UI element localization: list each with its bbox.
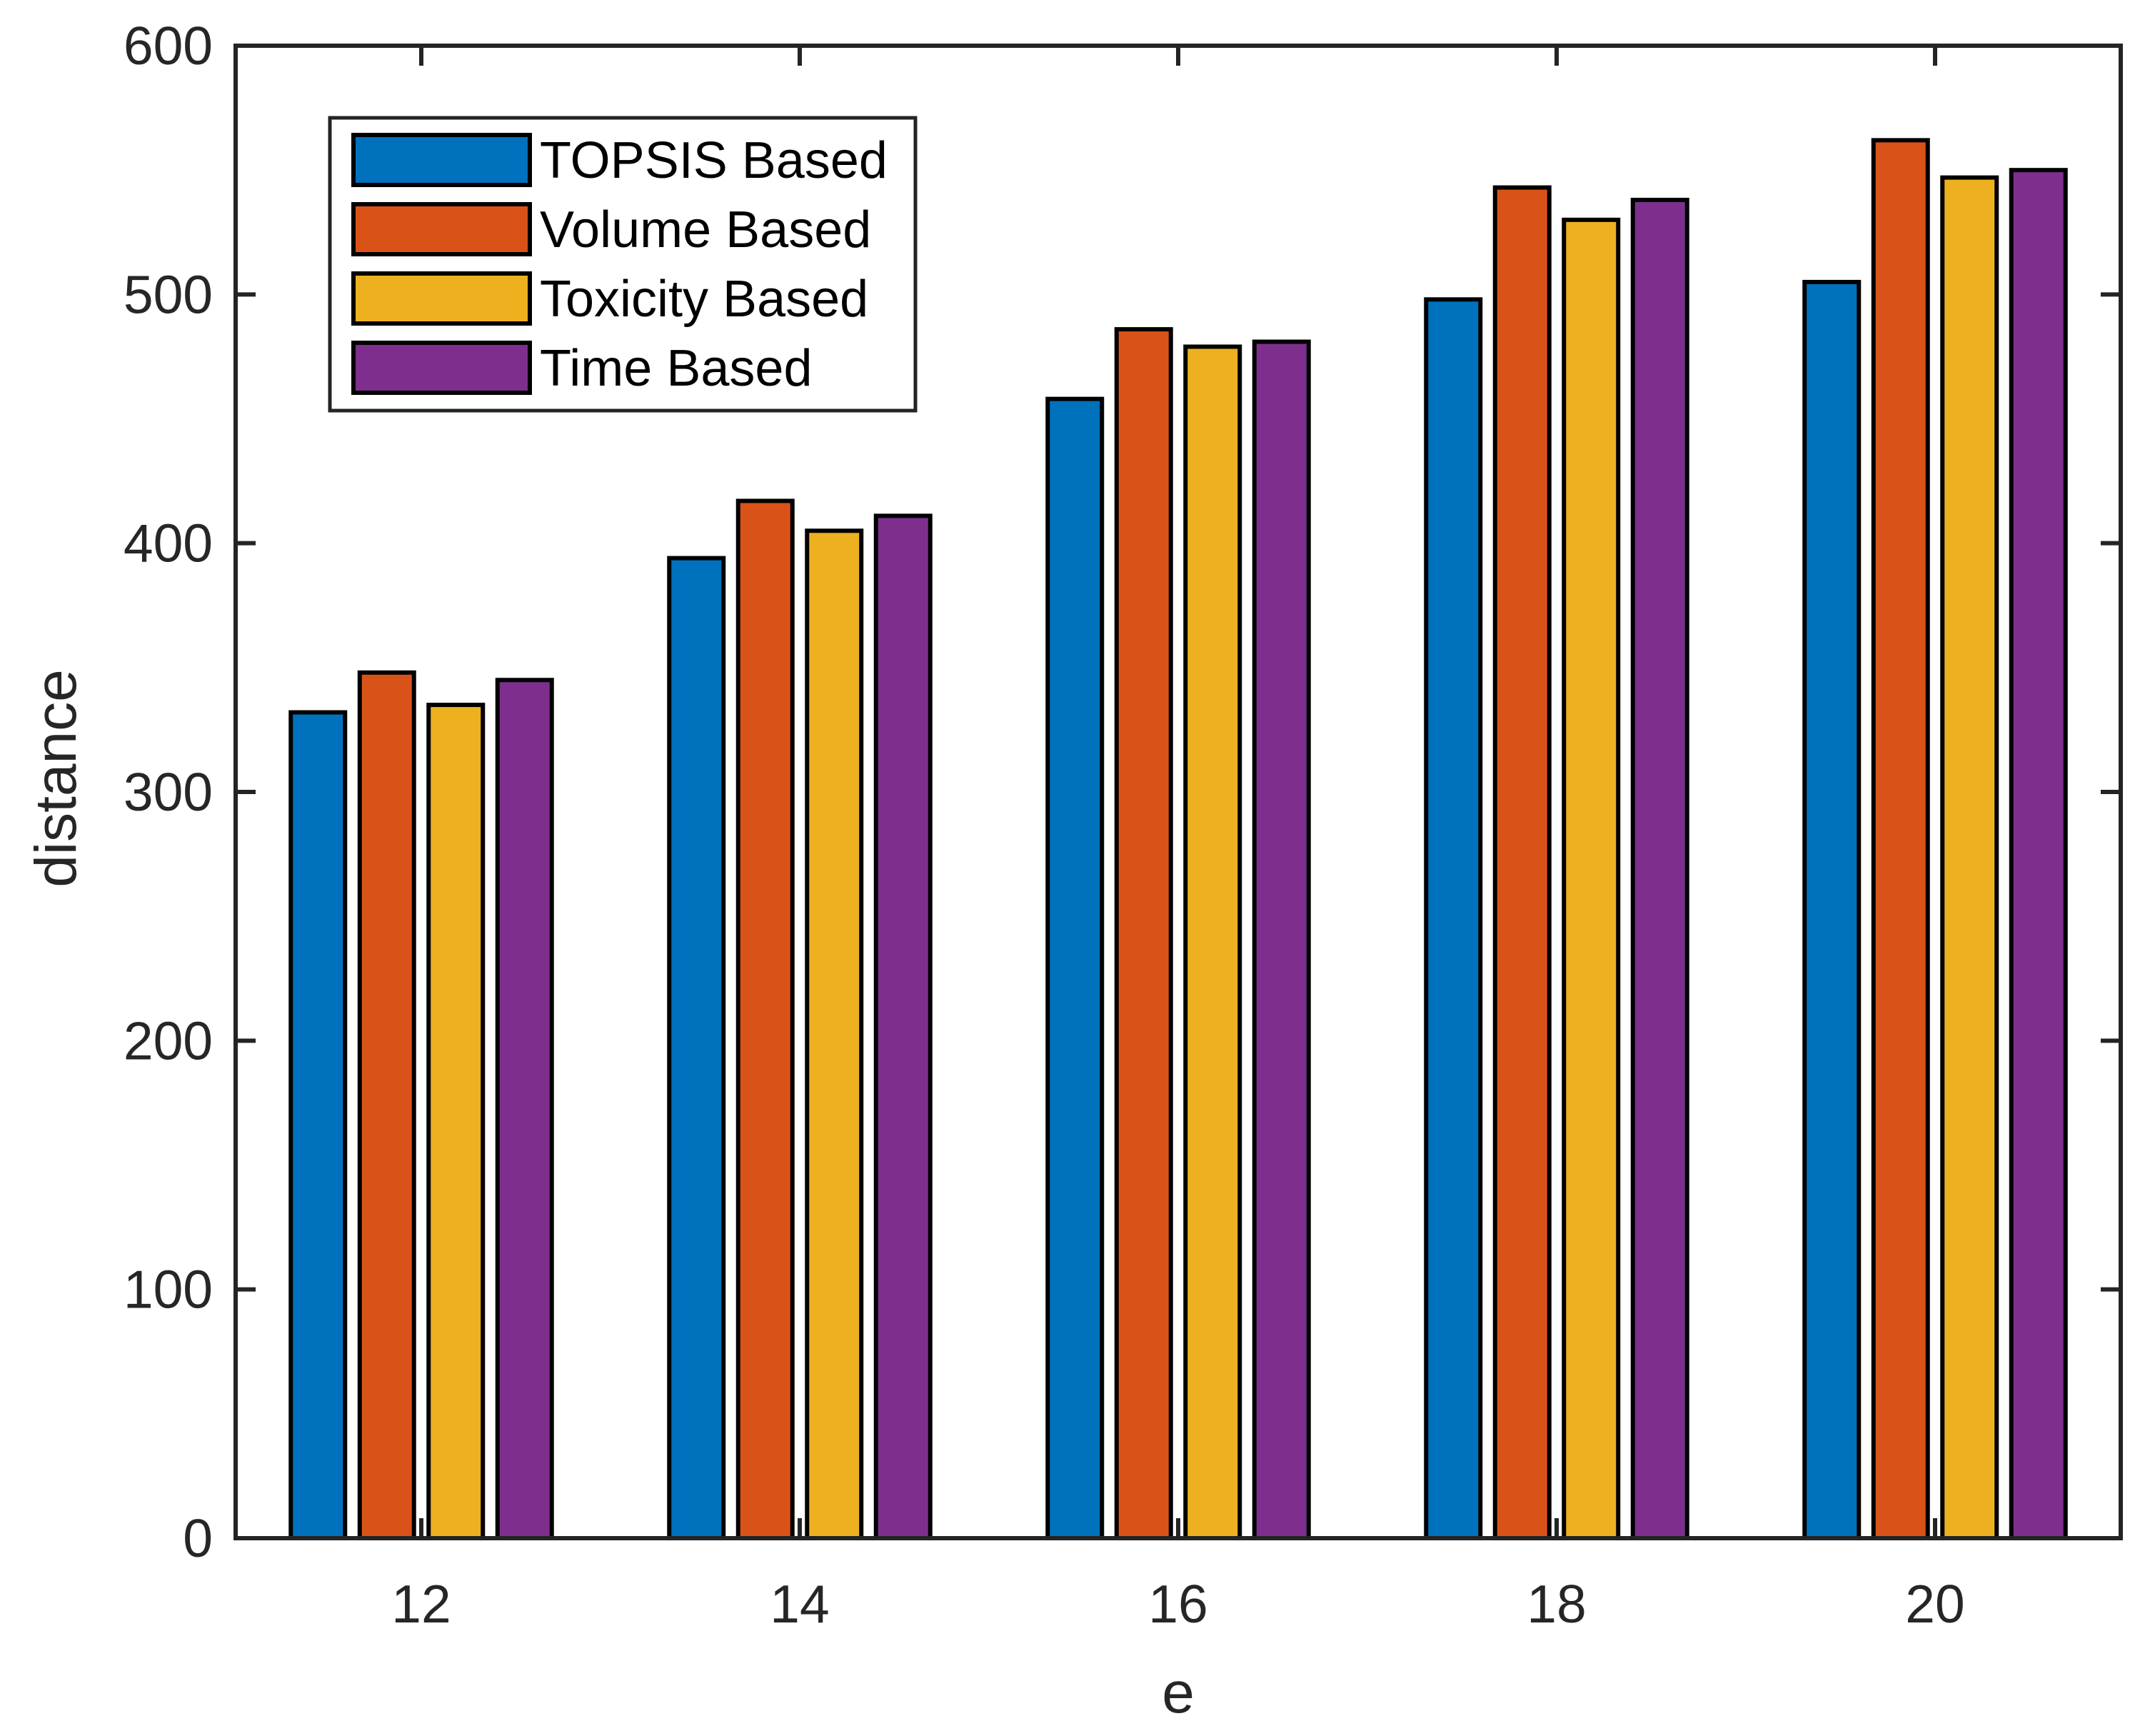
y-tick-label: 400 — [124, 513, 213, 573]
legend: TOPSIS Based Volume Based Toxicity Based Ti… — [328, 116, 918, 413]
bar-toxicity-based-14 — [805, 528, 864, 1540]
legend-item-label: TOPSIS Based — [540, 132, 888, 189]
legend-swatch — [351, 133, 532, 187]
legend-item-label: Volume Based — [540, 201, 871, 259]
bar-volume-based-20 — [1871, 138, 1930, 1540]
legend-item-time-based: Time Based — [351, 340, 812, 397]
y-tick-label: 600 — [124, 16, 213, 76]
bar-toxicity-based-18 — [1562, 217, 1621, 1540]
x-tick-label: 14 — [770, 1574, 829, 1634]
y-tick-label: 100 — [124, 1260, 213, 1320]
bar-topsis-based-18 — [1424, 297, 1483, 1540]
bars-layer — [288, 138, 2068, 1541]
bar-time-based-14 — [873, 513, 933, 1540]
bar-time-based-20 — [2009, 168, 2068, 1541]
legend-swatch — [351, 341, 532, 395]
bar-topsis-based-20 — [1802, 279, 1862, 1541]
bar-volume-based-14 — [735, 498, 795, 1541]
bar-time-based-18 — [1630, 197, 1689, 1540]
y-tick-label: 0 — [183, 1508, 213, 1568]
legend-item-label: Time Based — [540, 340, 812, 397]
bar-volume-based-16 — [1114, 327, 1173, 1541]
legend-swatch — [351, 271, 532, 326]
bar-topsis-based-14 — [667, 556, 726, 1540]
bar-toxicity-based-12 — [426, 703, 486, 1540]
bar-time-based-12 — [495, 678, 554, 1540]
bar-toxicity-based-20 — [1940, 175, 1999, 1540]
legend-item-toxicity-based: Toxicity Based — [351, 271, 868, 328]
y-axis-label: distance — [24, 669, 89, 887]
legend-swatch — [351, 202, 532, 256]
y-tick-label: 300 — [124, 762, 213, 822]
bar-time-based-16 — [1252, 339, 1311, 1540]
bar-topsis-based-12 — [288, 710, 348, 1540]
tick-labels-layer: 0 100 200 300 400 500 600 12 14 16 18 20 — [124, 16, 1965, 1634]
bar-toxicity-based-16 — [1183, 344, 1242, 1541]
y-tick-label: 500 — [124, 264, 213, 324]
axes-layer — [233, 44, 2123, 1540]
y-tick-label: 200 — [124, 1010, 213, 1070]
legend-item-label: Toxicity Based — [540, 271, 868, 328]
x-tick-label: 18 — [1527, 1574, 1586, 1634]
bar-topsis-based-16 — [1045, 396, 1105, 1541]
x-axis-label: e — [1162, 1660, 1195, 1725]
bar-volume-based-12 — [357, 670, 416, 1540]
x-tick-label: 16 — [1148, 1574, 1207, 1634]
legend-item-volume-based: Volume Based — [351, 201, 871, 259]
x-tick-label: 12 — [391, 1574, 451, 1634]
legend-item-topsis-based: TOPSIS Based — [351, 132, 888, 189]
x-tick-label: 20 — [1905, 1574, 1964, 1634]
bar-volume-based-18 — [1492, 185, 1552, 1540]
